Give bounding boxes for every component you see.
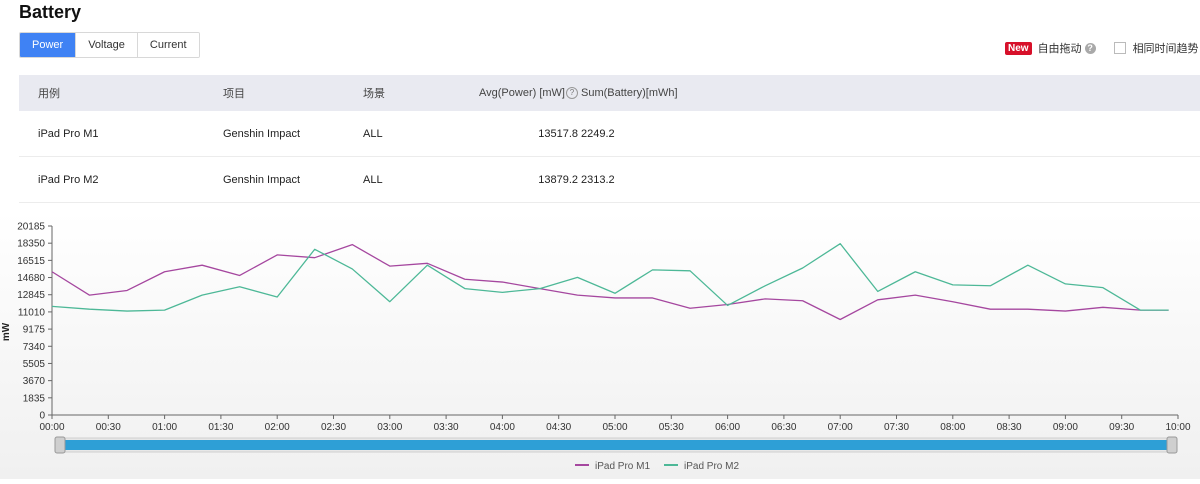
y-tick-label: 3670 <box>23 376 46 387</box>
page-title: Battery <box>19 2 82 22</box>
x-tick-label: 00:00 <box>39 422 64 433</box>
cell-avg-power: 13517.8 <box>458 111 581 157</box>
y-axis-title: mW <box>1 322 12 341</box>
x-tick-label: 01:30 <box>208 422 233 433</box>
x-tick-label: 08:00 <box>940 422 965 433</box>
table-row[interactable]: iPad Pro M1 Genshin Impact ALL 13517.8 2… <box>19 111 1200 157</box>
header-sum-battery: Sum(Battery)[mWh] <box>581 75 691 111</box>
x-tick-label: 03:00 <box>377 422 402 433</box>
x-tick-label: 07:00 <box>828 422 853 433</box>
y-tick-label: 11010 <box>18 307 46 318</box>
header-case: 用例 <box>19 75 223 111</box>
cell-project: Genshin Impact <box>223 111 363 157</box>
x-tick-label: 08:30 <box>997 422 1022 433</box>
y-tick-label: 5505 <box>23 359 46 370</box>
x-tick-label: 02:00 <box>265 422 290 433</box>
y-tick-label: 9175 <box>23 325 46 336</box>
cell-scene: ALL <box>363 156 458 203</box>
x-tick-label: 10:00 <box>1165 422 1190 433</box>
header-avg-power: Avg(Power) [mW]? <box>458 75 581 111</box>
chart-options: New 自由拖动 ? 相同时间趋势 <box>1005 40 1199 56</box>
cell-case: iPad Pro M1 <box>19 111 223 157</box>
x-tick-label: 02:30 <box>321 422 346 433</box>
chart-background <box>0 212 1200 479</box>
power-chart: 20185 18350 16515 14680 12845 11010 9175 7340 55… <box>0 212 1200 479</box>
series-line-ipad-pro-m2 <box>51 242 1169 312</box>
y-tick-label: 7340 <box>23 342 46 353</box>
tab-power[interactable]: Power <box>20 33 77 57</box>
header-project: 项目 <box>223 75 363 111</box>
y-tick-label: 18350 <box>17 239 45 250</box>
x-tick-label: 05:30 <box>659 422 684 433</box>
cell-spacer <box>691 156 1200 203</box>
metric-tabs: Power Voltage Current <box>19 32 200 58</box>
series-line-ipad-pro-m1 <box>51 243 1169 321</box>
y-tick-label: 14680 <box>17 273 45 284</box>
summary-table: 用例 项目 场景 Avg(Power) [mW]? Sum(Battery)[m… <box>19 75 1200 203</box>
legend-label-ipad-pro-m1[interactable]: iPad Pro M1 <box>595 461 650 472</box>
header-spacer <box>691 75 1200 111</box>
cell-sum-battery: 2249.2 <box>581 111 691 157</box>
x-tick-label: 06:30 <box>771 422 796 433</box>
header-avg-power-label: Avg(Power) [mW] <box>479 86 565 99</box>
same-time-trend-checkbox[interactable] <box>1113 42 1126 54</box>
cell-scene: ALL <box>363 111 458 157</box>
y-tick-label: 1835 <box>23 393 46 404</box>
help-icon[interactable]: ? <box>1084 42 1096 54</box>
y-tick-label: 16515 <box>17 256 45 267</box>
x-tick-label: 00:30 <box>96 422 121 433</box>
x-tick-label: 03:30 <box>434 422 459 433</box>
cell-sum-battery: 2313.2 <box>581 156 691 203</box>
header-scene: 场景 <box>363 75 458 111</box>
x-tick-label: 01:00 <box>152 422 177 433</box>
power-chart-svg: 2018518350165151468012845110109175734055… <box>0 212 1200 479</box>
x-tick-label: 04:00 <box>490 422 515 433</box>
table-header-row: 用例 项目 场景 Avg(Power) [mW]? Sum(Battery)[m… <box>19 75 1200 111</box>
x-tick-label: 09:00 <box>1053 422 1078 433</box>
legend-label-ipad-pro-m2[interactable]: iPad Pro M2 <box>684 461 739 472</box>
table-row[interactable]: iPad Pro M2 Genshin Impact ALL 13879.2 2… <box>19 156 1200 203</box>
cell-project: Genshin Impact <box>223 156 363 203</box>
help-icon[interactable]: ? <box>566 87 578 100</box>
y-tick-label: 0 <box>39 411 45 422</box>
same-time-trend-label[interactable]: 相同时间趋势 <box>1132 43 1199 55</box>
tab-voltage[interactable]: Voltage <box>76 33 138 57</box>
free-drag-label[interactable]: 自由拖动 <box>1037 43 1082 55</box>
cell-spacer <box>691 111 1200 157</box>
tab-current[interactable]: Current <box>137 33 199 57</box>
new-badge: New <box>1005 41 1032 55</box>
cell-case: iPad Pro M2 <box>19 156 223 203</box>
x-tick-label: 04:30 <box>546 422 571 433</box>
y-tick-label: 20185 <box>17 222 45 233</box>
x-tick-label: 06:00 <box>715 422 740 433</box>
x-tick-label: 09:30 <box>1109 422 1134 433</box>
y-tick-label: 12845 <box>17 290 45 301</box>
x-tick-label: 05:00 <box>602 422 627 433</box>
zoom-range[interactable] <box>60 440 1172 450</box>
zoom-handle-left[interactable] <box>54 436 66 454</box>
x-tick-label: 07:30 <box>884 422 909 433</box>
zoom-handle-right[interactable] <box>1166 436 1178 454</box>
cell-avg-power: 13879.2 <box>458 156 581 203</box>
